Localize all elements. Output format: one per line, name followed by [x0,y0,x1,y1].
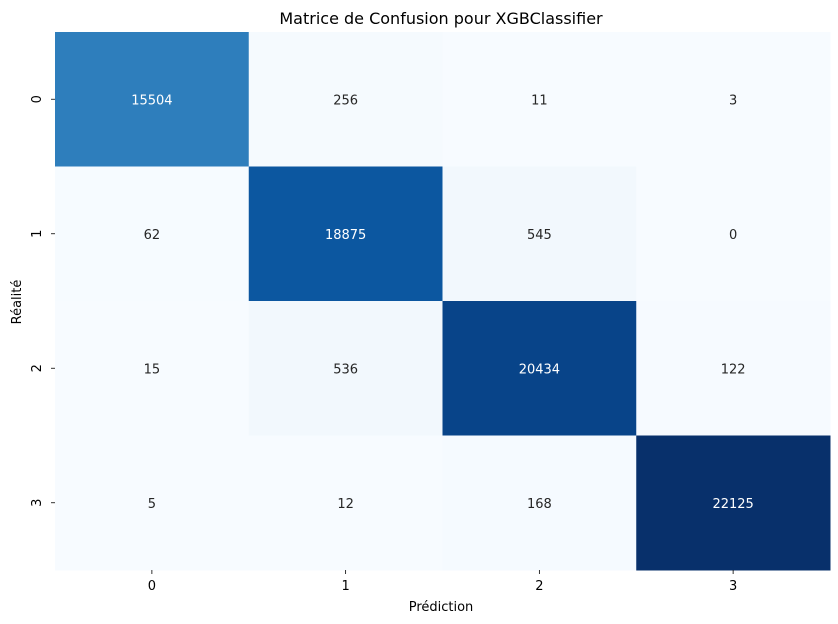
heatmap-cell [636,32,831,167]
heatmap-cell [55,166,250,302]
cell-value-label: 3 [729,93,737,108]
heatmap-cell [248,32,443,167]
cell-value-label: 20434 [519,362,560,377]
cell-value-label: 256 [333,93,358,108]
cell-value-label: 15 [144,362,161,377]
heatmap-cells: 15504 256 11 3 62 18875 545 0 15 536 20434 122 5 12 16… [55,32,831,571]
y-tick-label: 1 [30,230,45,238]
cell-value-label: 545 [527,228,552,243]
heatmap-cell [442,301,637,436]
cell-value-label: 62 [144,228,161,243]
heatmap-cell [55,32,250,167]
y-axis-ticks: 0 1 2 3 [30,95,55,507]
cell-value-label: 22125 [712,497,753,512]
cell-value-label: 168 [527,497,552,512]
heatmap-cell [442,435,637,571]
cell-value-label: 18875 [325,228,366,243]
cell-value-label: 122 [721,362,746,377]
heatmap-cell [442,166,637,302]
cell-value-label: 536 [333,362,358,377]
y-tick-label: 2 [30,364,45,372]
heatmap-cell [636,435,831,571]
cell-value-label: 12 [337,497,354,512]
cell-value-label: 5 [148,497,156,512]
cell-value-label: 11 [531,93,548,108]
heatmap-cell [248,301,443,436]
x-tick-label: 2 [535,579,543,594]
y-axis-title: Réalité [10,280,25,325]
x-tick-label: 1 [341,579,349,594]
heatmap-cell [636,301,831,436]
cell-value-label: 15504 [131,93,172,108]
heatmap-cell [55,435,250,571]
cell-value-label: 0 [729,228,737,243]
x-tick-label: 3 [729,579,737,594]
heatmap-cell [248,166,443,302]
heatmap-cell [636,166,831,302]
y-tick-label: 3 [30,499,45,507]
chart-title: Matrice de Confusion pour XGBClassifier [279,9,603,28]
x-axis-title: Prédiction [409,600,474,615]
heatmap-cell [55,301,250,436]
x-tick-label: 0 [148,579,156,594]
heatmap-cell [248,435,443,571]
y-tick-label: 0 [30,95,45,103]
heatmap-cell [442,32,637,167]
x-axis-ticks: 0 1 2 3 [148,570,737,594]
